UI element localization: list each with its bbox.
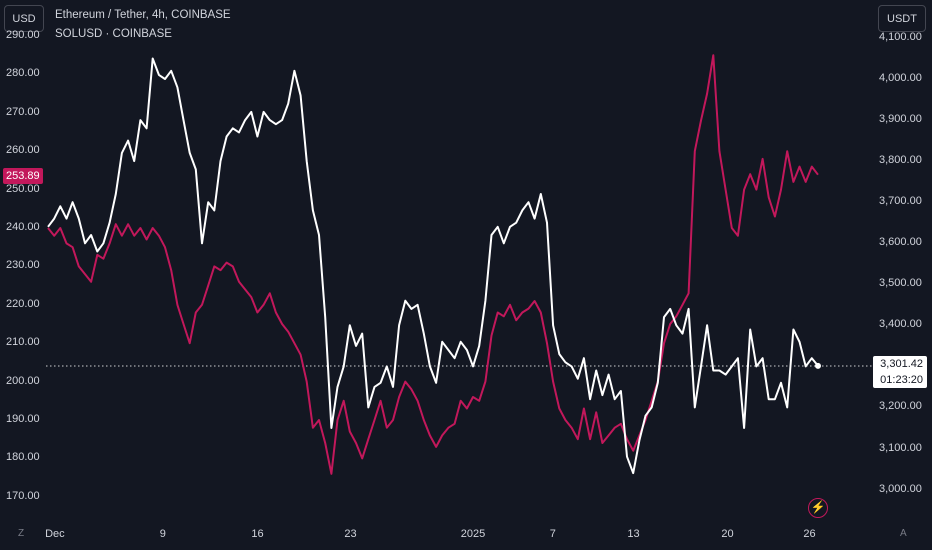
right-axis-tick: 4,100.00 — [879, 31, 922, 43]
compare-symbol-legend[interactable]: SOLUSD · COINBASE — [55, 28, 172, 40]
right-axis-tick: 3,100.00 — [879, 441, 922, 454]
right-axis-tick: 3,200.00 — [879, 400, 922, 413]
right-axis-tick: 3,400.00 — [879, 318, 922, 331]
timezone-button[interactable]: Z — [18, 528, 25, 539]
candle-countdown: 01:23:20 — [873, 372, 927, 388]
right-axis-tick: 3,600.00 — [879, 236, 922, 249]
right-axis-tick: 3,900.00 — [879, 113, 922, 126]
left-axis-tick: 290.00 — [6, 29, 40, 41]
left-axis-tick: 210.00 — [6, 336, 40, 349]
eth-price-badge: 3,301.42 — [873, 356, 927, 372]
time-axis-tick: 9 — [159, 528, 166, 540]
right-axis-tick: 3,500.00 — [879, 277, 922, 290]
lightning-icon[interactable]: ⚡ — [808, 498, 828, 518]
left-axis-tick: 240.00 — [6, 221, 40, 233]
time-axis-tick: 7 — [549, 528, 556, 540]
time-axis-tick: 20 — [721, 528, 734, 540]
sol-series-path — [47, 54, 819, 475]
left-axis-tick: 180.00 — [6, 451, 40, 464]
time-axis-tick: Dec — [45, 528, 65, 540]
right-currency-button[interactable]: USDT — [878, 5, 926, 32]
right-axis-tick: 3,000.00 — [879, 482, 922, 495]
left-currency-button[interactable]: USD — [4, 5, 44, 32]
sol-price-badge: 253.89 — [3, 168, 43, 184]
left-axis-tick: 220.00 — [6, 297, 40, 310]
time-axis-tick: 26 — [803, 528, 816, 540]
time-axis-tick: 2025 — [460, 528, 486, 540]
left-axis-tick: 170.00 — [6, 489, 40, 502]
eth-series-path — [47, 57, 819, 475]
left-axis-tick: 250.00 — [6, 182, 40, 195]
left-axis-tick: 260.00 — [6, 144, 40, 157]
left-axis-tick: 190.00 — [6, 413, 40, 425]
left-axis-tick: 200.00 — [6, 374, 40, 387]
eth-price-line — [47, 57, 819, 475]
time-axis-tick: 16 — [251, 528, 264, 540]
right-axis-tick: 4,000.00 — [879, 72, 922, 85]
left-axis-tick: 280.00 — [6, 67, 40, 80]
time-axis-tick: 13 — [627, 528, 640, 540]
time-axis-tick: 23 — [344, 528, 357, 540]
sol-price-line — [47, 54, 819, 475]
eth-last-point — [815, 362, 821, 369]
left-axis-tick: 230.00 — [6, 259, 40, 272]
main-symbol-legend[interactable]: Ethereum / Tether, 4h, COINBASE — [55, 9, 231, 21]
right-axis-tick: 3,700.00 — [879, 195, 922, 208]
right-axis-tick: 3,800.00 — [879, 154, 922, 167]
auto-scale-button[interactable]: A — [900, 528, 907, 539]
left-axis-tick: 270.00 — [6, 105, 40, 118]
